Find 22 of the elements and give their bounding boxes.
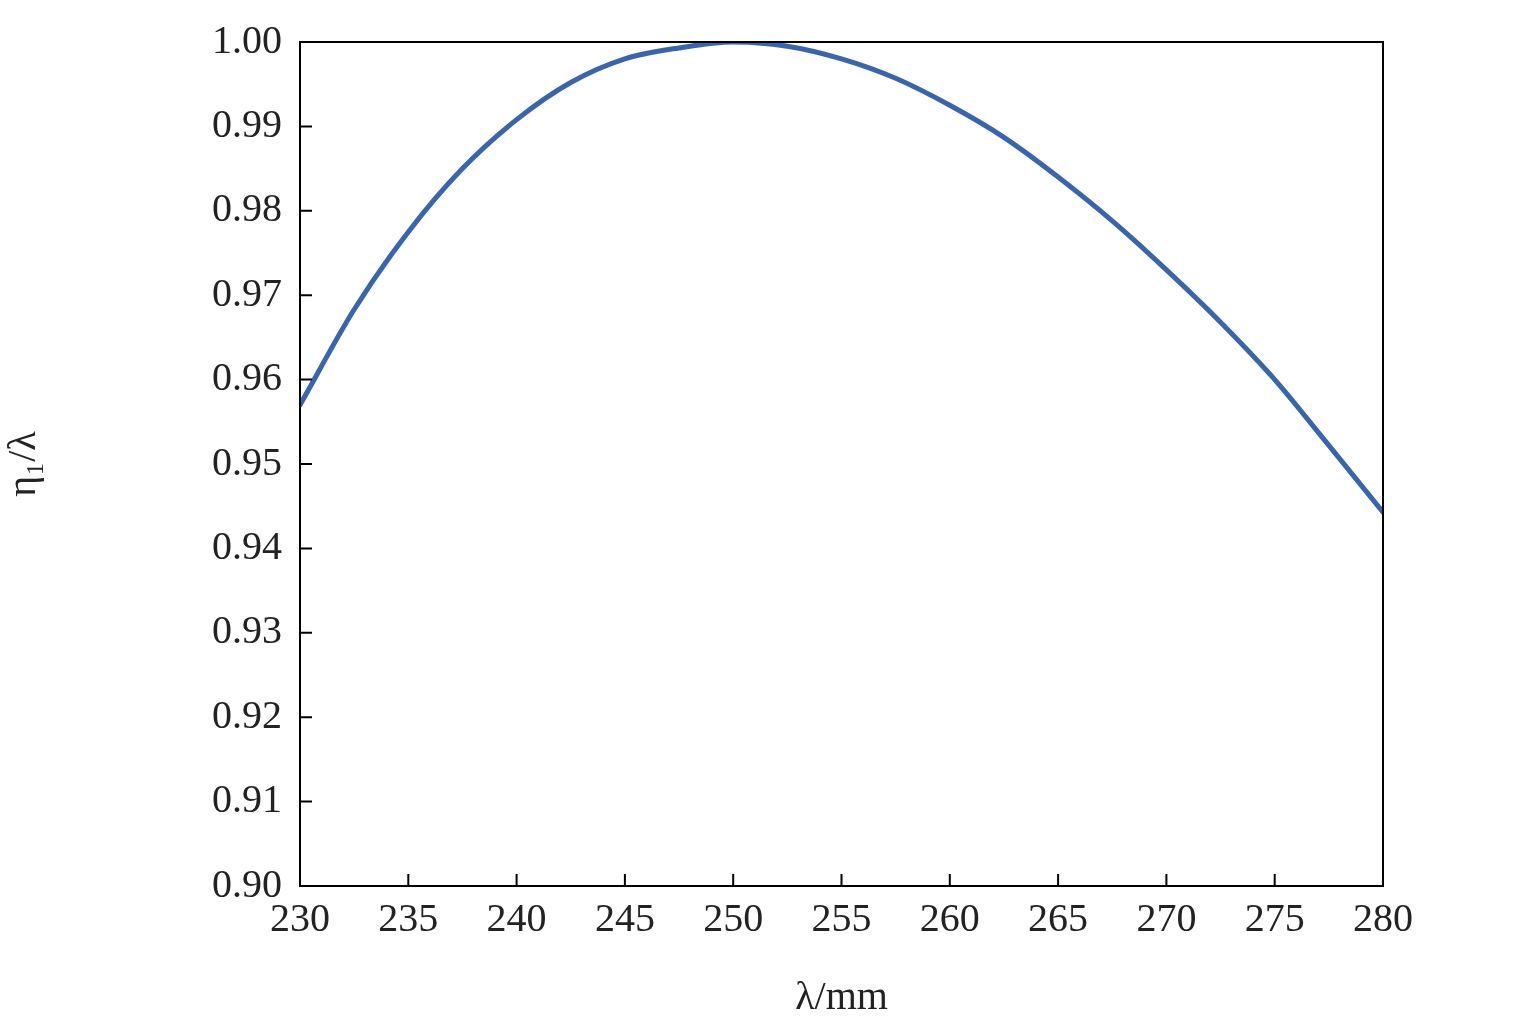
x-tick-label: 245 — [594, 894, 655, 940]
y-tick-label: 0.94 — [212, 522, 282, 568]
x-axis-title: λ/mm — [795, 972, 888, 1018]
y-tick-label: 0.95 — [212, 438, 282, 484]
y-tick-label: 0.97 — [212, 269, 282, 315]
x-tick-label: 250 — [703, 894, 764, 940]
y-tick-label: 0.92 — [212, 691, 282, 737]
x-tick-label: 235 — [378, 894, 439, 940]
x-tick-label: 265 — [1028, 894, 1089, 940]
y-tick-label: 0.93 — [212, 607, 282, 653]
y-tick-label: 0.96 — [212, 354, 282, 400]
x-tick-label: 275 — [1244, 894, 1305, 940]
x-tick-label: 240 — [486, 894, 547, 940]
y-tick-label: 0.99 — [212, 100, 282, 146]
x-tick-label: 255 — [811, 894, 872, 940]
y-tick-label: 0.91 — [212, 776, 282, 822]
x-tick-label: 280 — [1353, 894, 1413, 940]
y-tick-label: 0.98 — [212, 185, 282, 231]
x-tick-label: 260 — [919, 894, 980, 940]
y-axis-title: η₁/λ — [0, 430, 44, 497]
y-tick-label: 1.00 — [212, 16, 282, 62]
x-tick-label: 270 — [1136, 894, 1197, 940]
